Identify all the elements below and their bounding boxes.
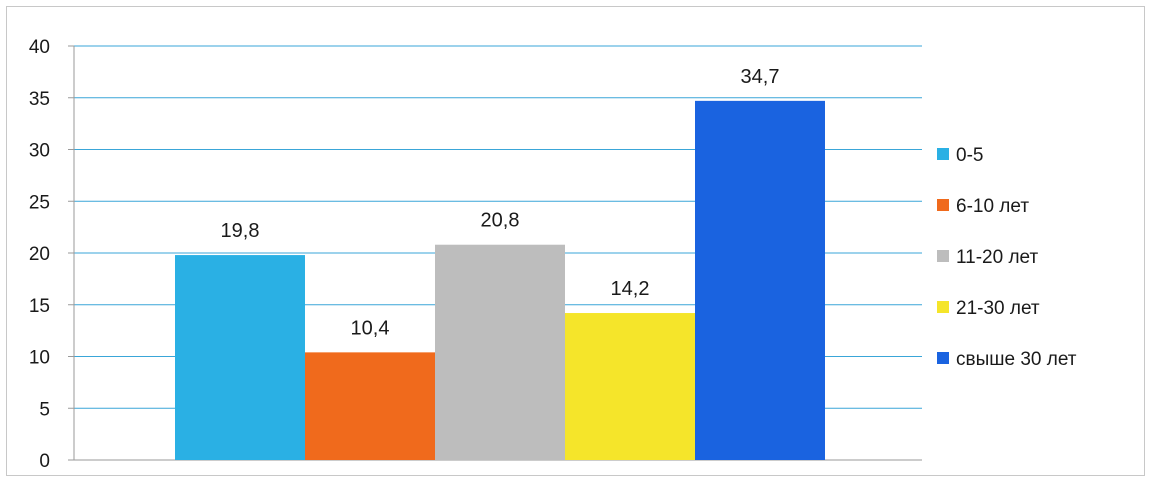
data-label: 19,8 — [221, 220, 260, 242]
data-label: 20,8 — [481, 210, 520, 232]
legend-swatch — [937, 352, 949, 364]
y-tick-label: 0 — [39, 451, 50, 472]
legend-swatch — [937, 301, 949, 313]
y-tick-label: 10 — [29, 348, 50, 369]
legend-swatch — [937, 250, 949, 262]
legend-label: 21-30 лет — [956, 298, 1040, 319]
legend-label: 6-10 лет — [956, 196, 1029, 217]
legend: 0-5 6-10 лет 11-20 лет 21-30 лет свыше 30 ле… — [937, 145, 1077, 370]
bars — [175, 100, 825, 460]
legend-label: 0-5 — [956, 145, 983, 166]
y-tick-label: 40 — [29, 37, 50, 58]
y-tick-label: 5 — [39, 399, 50, 420]
legend-swatch — [937, 148, 949, 160]
y-tick-label: 25 — [29, 192, 50, 213]
bar — [175, 255, 305, 460]
data-labels: 19,8 10,4 20,8 14,2 34,7 — [221, 66, 780, 340]
data-label: 10,4 — [351, 317, 390, 339]
data-label: 34,7 — [741, 66, 780, 88]
legend-label: 11-20 лет — [956, 247, 1038, 268]
data-label: 14,2 — [611, 278, 650, 300]
y-tick-label: 15 — [29, 296, 50, 317]
bar — [305, 352, 435, 460]
bar — [435, 244, 565, 460]
y-tick-label: 35 — [29, 89, 50, 110]
legend-swatch — [937, 199, 949, 211]
legend-label: свыше 30 лет — [956, 349, 1077, 370]
y-tick-label: 20 — [29, 244, 50, 265]
bar — [565, 313, 695, 460]
bar — [695, 100, 825, 460]
y-tick-label: 30 — [29, 141, 50, 162]
